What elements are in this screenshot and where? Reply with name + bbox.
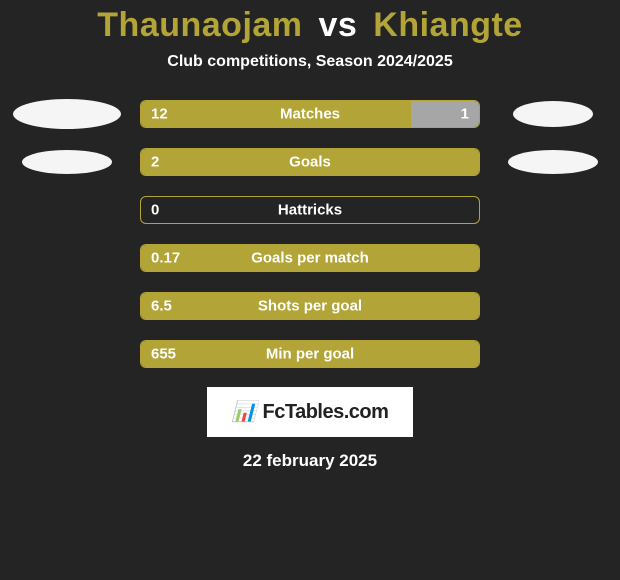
stat-value-left: 0 xyxy=(151,202,159,219)
title-right: Khiangte xyxy=(373,6,522,44)
stat-row: 0.17 Goals per match xyxy=(0,243,620,273)
team-badge-slot-right xyxy=(498,101,608,127)
team-badge-right xyxy=(508,150,598,174)
comparison-rows: 12 1 Matches 2 Goals 0 Hattricks 0.17 Goals per … xyxy=(0,99,620,369)
stat-label: Hattricks xyxy=(278,202,342,219)
fctables-logo: 📊 FcTables.com xyxy=(207,387,413,437)
stat-row: 0 Hattricks xyxy=(0,195,620,225)
stat-row: 2 Goals xyxy=(0,147,620,177)
team-badge-left xyxy=(13,99,121,129)
team-badge-left xyxy=(22,150,112,174)
stat-value-left: 2 xyxy=(151,154,159,171)
stat-value-left: 655 xyxy=(151,346,176,363)
title-vs: vs xyxy=(318,6,357,44)
stat-bar-fill-left xyxy=(141,101,411,127)
stat-value-left: 12 xyxy=(151,106,168,123)
stat-row: 655 Min per goal xyxy=(0,339,620,369)
stat-bar: 6.5 Shots per goal xyxy=(140,292,480,320)
stat-label: Min per goal xyxy=(266,346,354,363)
stat-label: Goals per match xyxy=(251,250,369,267)
stat-bar: 12 1 Matches xyxy=(140,100,480,128)
team-badge-slot-left xyxy=(12,99,122,129)
stat-label: Goals xyxy=(289,154,331,171)
page-title: Thaunaojam vs Khiangte xyxy=(0,0,620,45)
stat-bar: 0.17 Goals per match xyxy=(140,244,480,272)
stat-bar: 2 Goals xyxy=(140,148,480,176)
stat-value-left: 6.5 xyxy=(151,298,172,315)
title-left: Thaunaojam xyxy=(97,6,302,44)
team-badge-right xyxy=(513,101,593,127)
subtitle: Club competitions, Season 2024/2025 xyxy=(0,53,620,71)
team-badge-slot-right xyxy=(498,150,608,174)
stat-row: 12 1 Matches xyxy=(0,99,620,129)
team-badge-slot-left xyxy=(12,150,122,174)
logo-text: FcTables.com xyxy=(263,401,389,424)
stat-row: 6.5 Shots per goal xyxy=(0,291,620,321)
stat-label: Matches xyxy=(280,106,340,123)
logo-chart-icon: 📊 xyxy=(232,402,257,422)
stat-value-right: 1 xyxy=(461,106,469,123)
stat-value-left: 0.17 xyxy=(151,250,180,267)
stat-bar: 655 Min per goal xyxy=(140,340,480,368)
stat-bar: 0 Hattricks xyxy=(140,196,480,224)
stat-label: Shots per goal xyxy=(258,298,362,315)
date-label: 22 february 2025 xyxy=(0,451,620,471)
